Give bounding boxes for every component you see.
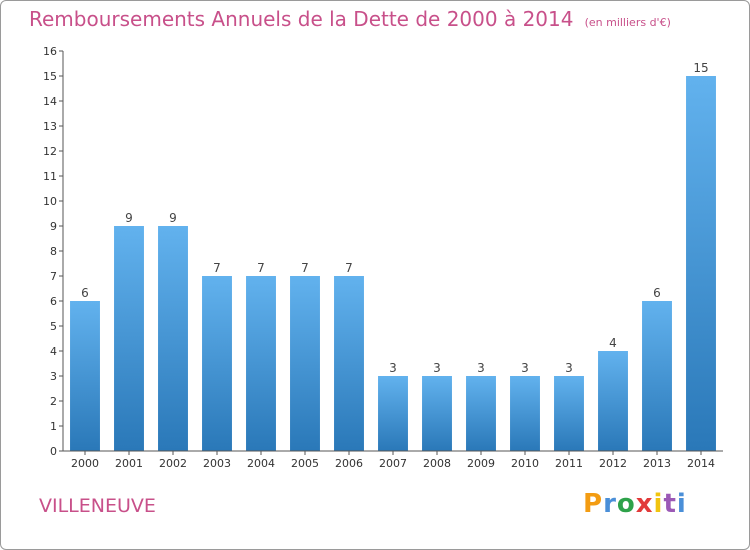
- data-label: 3: [433, 361, 441, 375]
- y-tick-label: 2: [50, 395, 57, 408]
- y-tick-label: 9: [50, 220, 57, 233]
- x-tick-label: 2005: [291, 457, 319, 470]
- y-tick-label: 16: [43, 45, 57, 58]
- bar-2009: [466, 376, 496, 451]
- data-label: 6: [653, 286, 661, 300]
- y-tick-label: 14: [43, 95, 57, 108]
- bar-2013: [642, 301, 672, 451]
- bar-2011: [554, 376, 584, 451]
- chart-title-block: Remboursements Annuels de la Dette de 20…: [29, 7, 671, 31]
- y-tick-label: 6: [50, 295, 57, 308]
- bar-2008: [422, 376, 452, 451]
- y-tick-label: 10: [43, 195, 57, 208]
- bar-2012: [598, 351, 628, 451]
- data-label: 9: [169, 211, 177, 225]
- x-tick-label: 2008: [423, 457, 451, 470]
- data-label: 7: [213, 261, 221, 275]
- x-tick-label: 2000: [71, 457, 99, 470]
- bar-2014: [686, 76, 716, 451]
- bar-2003: [202, 276, 232, 451]
- x-tick-label: 2010: [511, 457, 539, 470]
- logo-letter: i: [676, 489, 687, 519]
- chart-unit: (en milliers d'€): [584, 16, 671, 29]
- y-tick-label: 7: [50, 270, 57, 283]
- y-tick-label: 13: [43, 120, 57, 133]
- bar-2000: [70, 301, 100, 451]
- data-label: 6: [81, 286, 89, 300]
- y-tick-label: 5: [50, 320, 57, 333]
- commune-name: VILLENEUVE: [39, 495, 156, 517]
- data-label: 3: [389, 361, 397, 375]
- y-tick-label: 8: [50, 245, 57, 258]
- bar-2005: [290, 276, 320, 451]
- data-label: 7: [301, 261, 309, 275]
- data-label: 7: [257, 261, 265, 275]
- logo-letter: r: [603, 489, 617, 519]
- data-label: 3: [565, 361, 573, 375]
- x-tick-label: 2004: [247, 457, 275, 470]
- logo-letter: o: [616, 489, 636, 519]
- bars-group: 6 9 9 7 7 7 7 3 3 3 3 3 4 6 15: [70, 61, 716, 451]
- x-tick-label: 2002: [159, 457, 187, 470]
- x-tick-label: 2014: [687, 457, 715, 470]
- bar-2007: [378, 376, 408, 451]
- y-tick-label: 15: [43, 70, 57, 83]
- x-tick-label: 2012: [599, 457, 627, 470]
- x-tick-label: 2001: [115, 457, 143, 470]
- y-tick-label: 12: [43, 145, 57, 158]
- data-label: 15: [693, 61, 708, 75]
- bar-2001: [114, 226, 144, 451]
- bar-2006: [334, 276, 364, 451]
- data-label: 3: [521, 361, 529, 375]
- data-label: 3: [477, 361, 485, 375]
- x-tick-label: 2006: [335, 457, 363, 470]
- logo-letter: x: [635, 489, 654, 519]
- x-tick-label: 2007: [379, 457, 407, 470]
- x-tick-label: 2011: [555, 457, 583, 470]
- data-label: 9: [125, 211, 133, 225]
- bar-2002: [158, 226, 188, 451]
- y-tick-label: 4: [50, 345, 57, 358]
- proxiti-logo: Proxiti: [583, 489, 687, 519]
- logo-letter: t: [663, 489, 677, 519]
- y-tick-label: 11: [43, 170, 57, 183]
- data-label: 4: [609, 336, 617, 350]
- x-tick-label: 2009: [467, 457, 495, 470]
- y-tick-label: 0: [50, 445, 57, 458]
- logo-letter: P: [583, 489, 604, 519]
- logo-letter: i: [653, 489, 664, 519]
- bar-2004: [246, 276, 276, 451]
- bar-2010: [510, 376, 540, 451]
- data-label: 7: [345, 261, 353, 275]
- chart-title: Remboursements Annuels de la Dette de 20…: [29, 7, 574, 31]
- x-tick-label: 2013: [643, 457, 671, 470]
- x-tick-label: 2003: [203, 457, 231, 470]
- y-tick-label: 3: [50, 370, 57, 383]
- y-tick-label: 1: [50, 420, 57, 433]
